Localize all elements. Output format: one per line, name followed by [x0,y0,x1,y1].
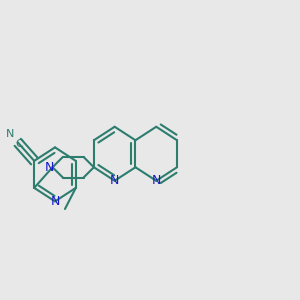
Text: C: C [16,139,23,149]
Text: N: N [152,174,161,187]
Text: N: N [50,195,60,208]
Text: N: N [110,174,119,187]
Text: N: N [45,161,55,174]
Text: N: N [6,129,15,139]
